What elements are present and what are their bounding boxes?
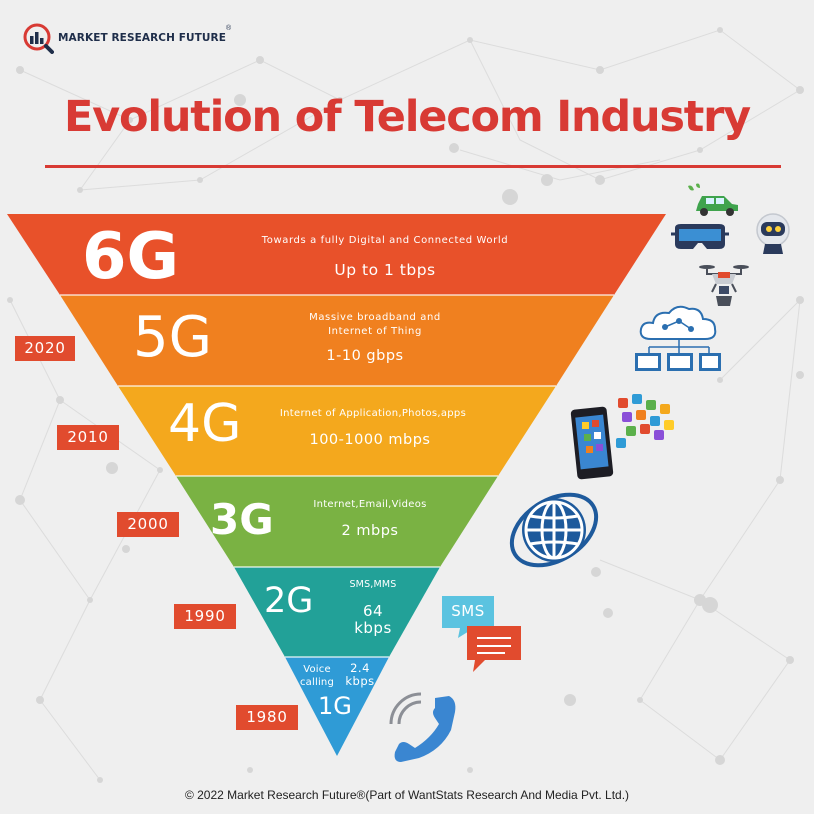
year-badge-1990: 1990 (174, 604, 236, 629)
gen-1g-label: 1G (318, 692, 352, 720)
gen-5g-label: 5G (133, 305, 213, 370)
gen-1g-speed-unit: kbps (345, 674, 375, 689)
gen-1g-description-line-2: calling (299, 677, 335, 688)
brand-name: MARKET RESEARCH FUTURE (58, 32, 226, 44)
gen-4g-speed: 100-1000 mbps (309, 432, 431, 448)
gen-2g-speed-unit: kbps (354, 618, 392, 637)
gen-2g-speed: 64 kbps (335, 603, 411, 636)
sms-bubble-text: SMS (451, 602, 485, 620)
drone-icon (699, 265, 749, 306)
phone-handset-icon (389, 692, 456, 762)
gen-1g-description-line-1: Voice (303, 664, 331, 675)
gen-1g-speed-value: 2.4 (350, 661, 370, 675)
vr-headset-icon (671, 224, 729, 249)
gen-1g-speed: 2.4 kbps (338, 661, 382, 689)
robot-head-icon (756, 213, 790, 254)
funnel-band-6g (7, 214, 666, 295)
electric-car-icon (688, 183, 738, 216)
gen-6g-speed: Up to 1 tbps (334, 261, 436, 279)
funnel-band-4g (118, 386, 556, 476)
globe-icon (509, 492, 599, 568)
funnel-band-3g (176, 476, 498, 567)
year-badge-2000: 2000 (117, 512, 179, 537)
gen-5g-description-line-1: Massive broadband and (309, 312, 441, 323)
year-badge-2020: 2020 (15, 336, 75, 361)
gen-3g-speed: 2 mbps (341, 523, 399, 539)
gen-4g-label: 4G (168, 394, 242, 454)
title-underline (45, 165, 781, 168)
gen-2g-description: SMS,MMS (349, 579, 397, 590)
gen-5g-description-line-2: Internet of Thing (328, 325, 422, 337)
year-badge-1980: 1980 (236, 705, 298, 730)
gen-6g-label: 6G (82, 220, 180, 294)
footer-copyright: © 2022 Market Research Future®(Part of W… (184, 788, 630, 802)
gen-5g-speed: 1-10 gbps (326, 348, 404, 364)
gen-6g-description: Towards a fully Digital and Connected Wo… (261, 235, 509, 246)
smartphone-apps-icon (570, 394, 674, 480)
gen-2g-speed-value: 64 (362, 602, 384, 620)
gen-5g-description: Massive broadband and Internet of Thing (280, 311, 470, 338)
funnel-band-2g (234, 567, 440, 657)
year-badge-2010: 2010 (57, 425, 119, 450)
funnel-band-1g (285, 657, 389, 756)
page-title: Evolution of Telecom Industry (63, 92, 751, 142)
gen-1g-description: Voice calling (292, 663, 342, 689)
funnel-band-5g (60, 295, 614, 386)
gen-3g-description: Internet,Email,Videos (313, 499, 427, 510)
brand-logo: MARKET RESEARCH FUTURE ® (22, 22, 231, 54)
message-bubble-icon (467, 626, 521, 672)
registered-mark: ® (226, 25, 232, 32)
brand-logo-icon (23, 23, 54, 54)
gen-4g-description: Internet of Application,Photos,apps (279, 408, 467, 419)
gen-2g-label: 2G (264, 581, 314, 621)
gen-3g-label: 3G (210, 495, 274, 544)
cloud-network-icon (635, 305, 721, 371)
